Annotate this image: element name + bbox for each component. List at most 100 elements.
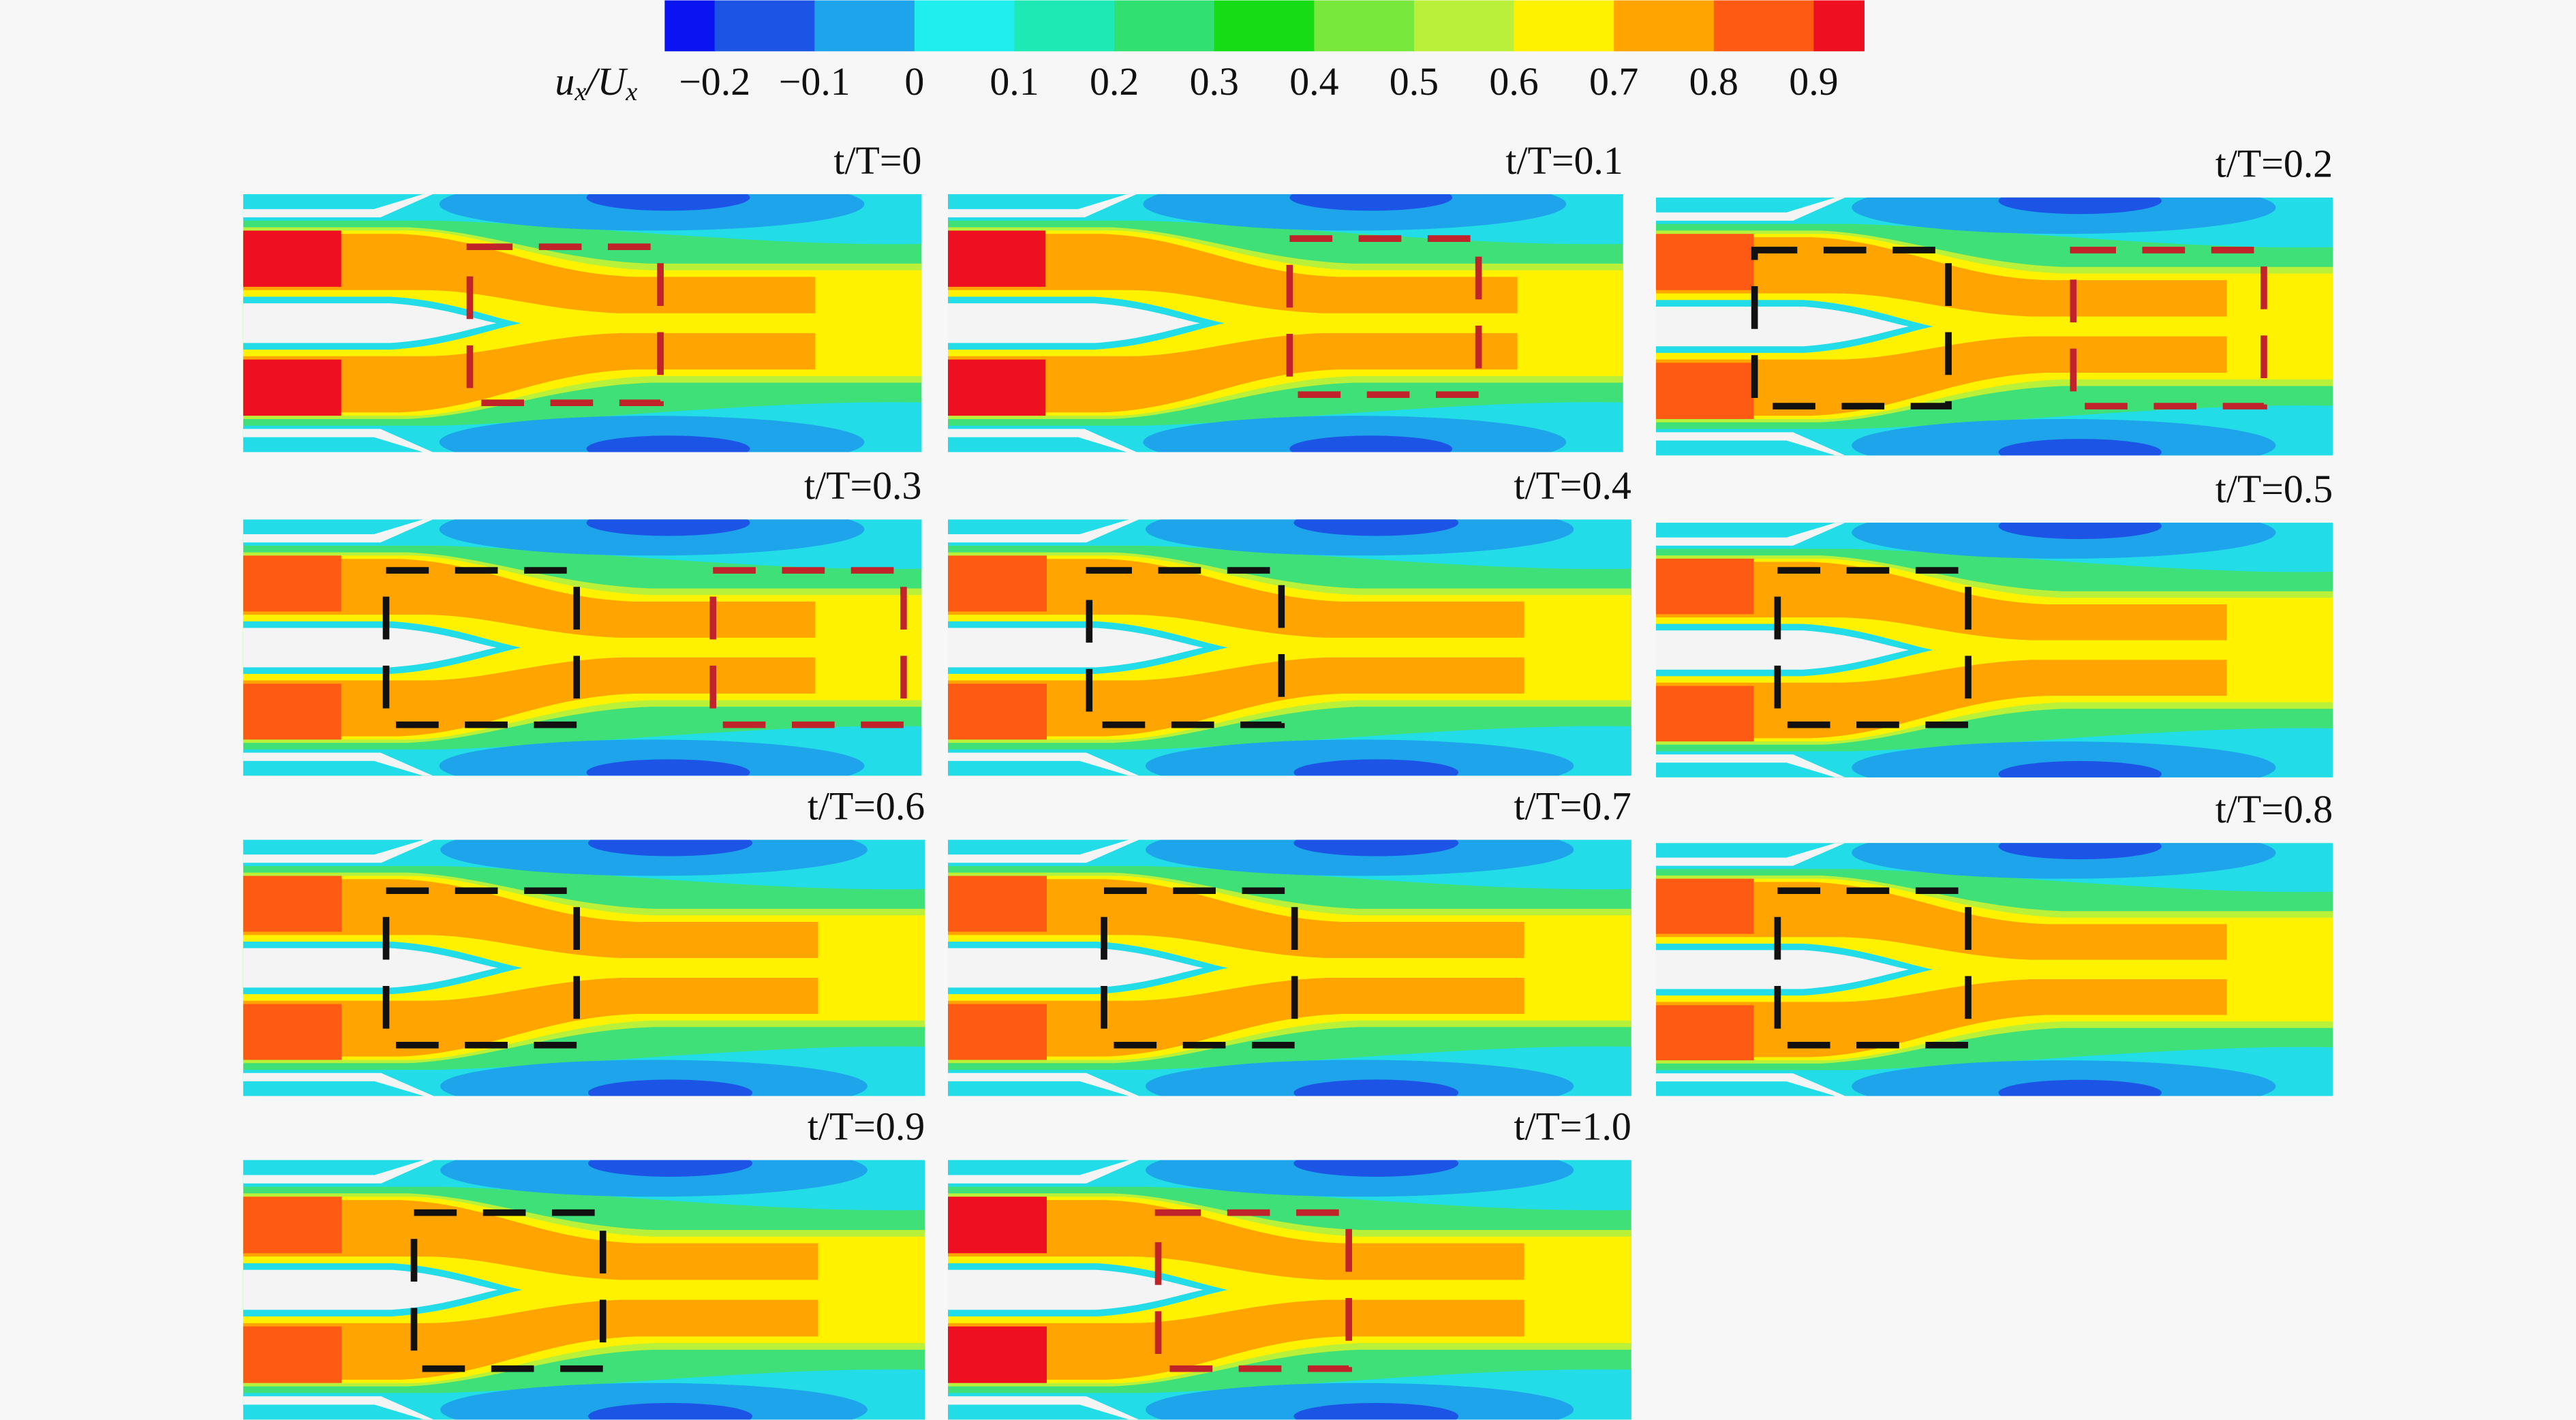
wall: [1656, 523, 1845, 546]
highlight-box: [709, 567, 907, 728]
jet: [1656, 882, 2227, 960]
jet: [243, 333, 816, 413]
inlet: [947, 1004, 1047, 1060]
highlight-box: [1774, 567, 1972, 728]
highlight-box: [466, 243, 664, 407]
time-label: t/T=0.3: [804, 463, 921, 508]
vortex: [1852, 1060, 2276, 1096]
wall: [243, 519, 433, 543]
highlight-box: [1086, 567, 1285, 728]
time-label: t/T=0.4: [1514, 463, 1631, 508]
jet: [243, 879, 818, 959]
wall: [243, 839, 434, 863]
contour-panel: [243, 1160, 925, 1420]
vortex: [1146, 739, 1574, 776]
colorbar-tick-label: −0.1: [779, 59, 850, 104]
highlight-box: [382, 567, 580, 728]
vortex: [1293, 519, 1459, 536]
colorbar-tick-label: 0.6: [1489, 59, 1538, 104]
contour-panel: [947, 1160, 1631, 1420]
highlight-box: [410, 1209, 607, 1372]
highlight-box: [382, 887, 580, 1049]
inlet: [243, 359, 341, 416]
vortex: [1293, 759, 1459, 776]
vortex: [439, 416, 865, 452]
highlight-box: [1101, 887, 1298, 1049]
highlight-box: [1774, 887, 1972, 1049]
splitter: [1656, 306, 1909, 347]
time-label: t/T=1.0: [1514, 1104, 1631, 1148]
splitter: [947, 1269, 1203, 1310]
jet: [243, 657, 816, 737]
time-label: t/T=0.8: [2215, 787, 2333, 831]
wall: [947, 752, 1139, 776]
wall: [947, 839, 1139, 863]
jet: [243, 559, 816, 638]
colorbar-swatch: [1214, 0, 1315, 52]
vortex: [1293, 1160, 1459, 1177]
jet: [947, 559, 1524, 638]
jet: [947, 234, 1518, 313]
inlet: [947, 1197, 1047, 1254]
colorbar-swatch: [1014, 0, 1116, 52]
splitter: [947, 303, 1201, 343]
jet: [947, 977, 1524, 1057]
colorbar-swatch: [814, 0, 916, 52]
jet: [947, 1299, 1524, 1380]
wall: [1656, 843, 1845, 866]
colorbar-label: ux/Ux: [555, 59, 637, 106]
highlight-box: [1286, 235, 1482, 398]
jet: [243, 1200, 818, 1280]
wall: [947, 429, 1137, 452]
vortex: [439, 519, 865, 556]
vortex: [440, 839, 868, 876]
wall: [947, 519, 1139, 543]
time-label: t/T=0.9: [808, 1104, 925, 1148]
vortex: [1998, 523, 2162, 540]
contour-panel: [1656, 523, 2333, 777]
inlet: [243, 1326, 342, 1383]
colorbar-swatch: [1413, 0, 1515, 52]
label-part: u: [555, 59, 574, 104]
vortex: [440, 1383, 868, 1420]
contour-panel: [243, 839, 925, 1096]
vortex: [1146, 519, 1574, 556]
inlet: [947, 1326, 1047, 1383]
vortex: [1289, 435, 1453, 452]
vortex: [586, 519, 750, 536]
vortex: [1143, 416, 1567, 452]
wall: [1656, 1073, 1845, 1096]
splitter: [947, 948, 1203, 988]
inlet: [1656, 685, 1754, 742]
inlet: [243, 555, 341, 612]
vortex: [1146, 1060, 1574, 1096]
inlet: [1656, 362, 1754, 419]
jet: [1656, 561, 2227, 640]
splitter: [243, 1269, 498, 1310]
wall: [243, 429, 433, 452]
jet: [1656, 660, 2227, 739]
wall: [243, 1160, 434, 1184]
wall: [947, 1160, 1139, 1184]
wall: [243, 752, 433, 776]
inlet: [1656, 558, 1754, 615]
inlet: [243, 1197, 342, 1254]
contour-panel: [243, 194, 922, 452]
vortex: [1146, 839, 1574, 876]
time-label: t/T=0.2: [2215, 142, 2333, 186]
inlet: [243, 876, 342, 932]
vortex: [1146, 1160, 1574, 1197]
wall: [947, 1396, 1139, 1420]
colorbar-tick-label: 0.7: [1589, 59, 1638, 104]
vortex: [1143, 194, 1567, 231]
wall: [243, 194, 433, 218]
colorbar-swatch: [1114, 0, 1215, 52]
colorbar-tick-label: 0.1: [990, 59, 1039, 104]
inlet: [947, 555, 1047, 612]
vortex: [1852, 197, 2276, 234]
wall: [1656, 754, 1845, 777]
colorbar-swatch: [1314, 0, 1415, 52]
inlet: [947, 876, 1047, 932]
vortex: [1289, 194, 1453, 211]
